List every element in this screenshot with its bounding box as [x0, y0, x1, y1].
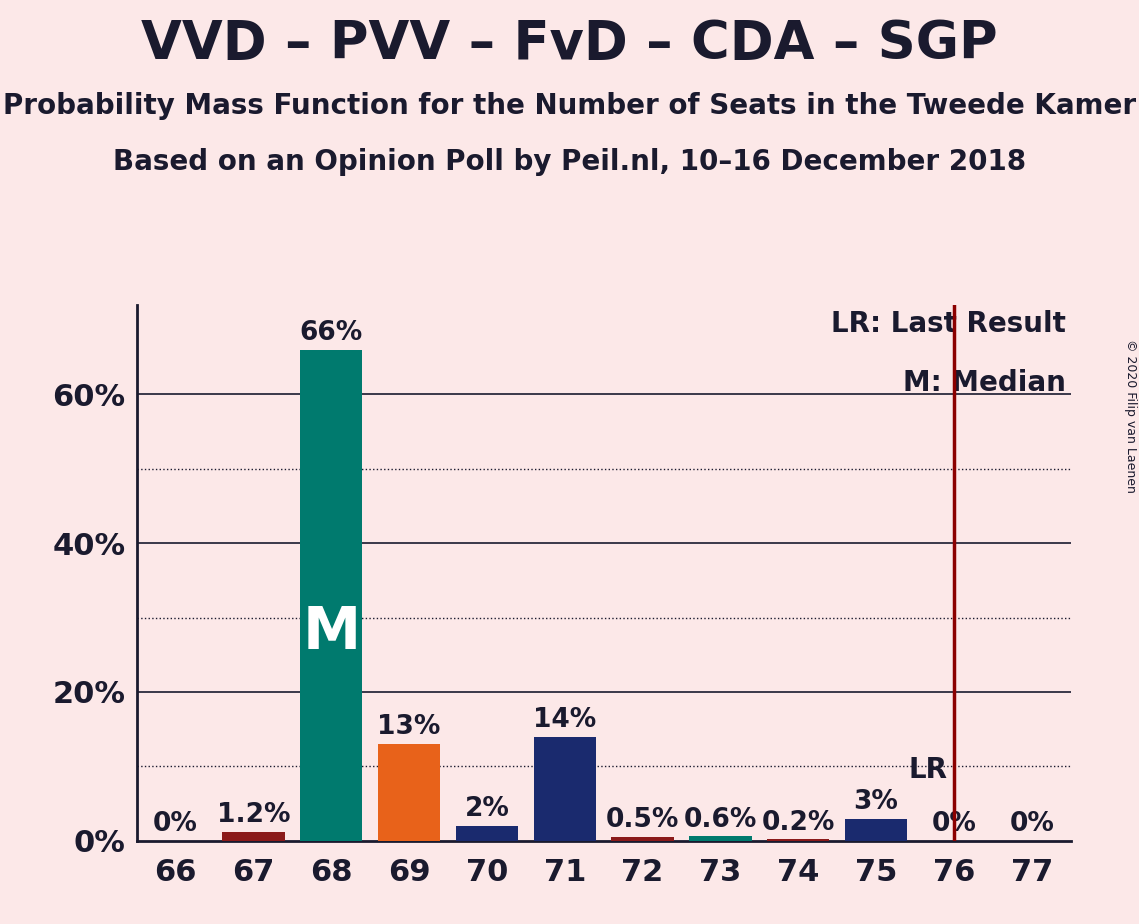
Text: M: Median: M: Median: [903, 370, 1066, 397]
Bar: [689, 836, 752, 841]
Text: 2%: 2%: [465, 796, 509, 822]
Text: Probability Mass Function for the Number of Seats in the Tweede Kamer: Probability Mass Function for the Number…: [3, 92, 1136, 120]
Text: 66%: 66%: [300, 320, 363, 346]
Text: M: M: [302, 604, 360, 661]
Bar: [456, 826, 518, 841]
Text: 0%: 0%: [932, 811, 976, 837]
Text: 3%: 3%: [853, 789, 899, 815]
Text: 14%: 14%: [533, 707, 597, 733]
Text: 0%: 0%: [1009, 811, 1055, 837]
Text: 0.5%: 0.5%: [606, 808, 679, 833]
Text: LR: Last Result: LR: Last Result: [831, 310, 1066, 338]
Bar: [378, 744, 441, 841]
Text: 0%: 0%: [153, 811, 198, 837]
Bar: [301, 349, 362, 841]
Text: 0.6%: 0.6%: [683, 807, 757, 833]
Bar: [222, 832, 285, 841]
Bar: [612, 837, 674, 841]
Text: © 2020 Filip van Laenen: © 2020 Filip van Laenen: [1124, 339, 1137, 492]
Text: 13%: 13%: [377, 714, 441, 740]
Text: 1.2%: 1.2%: [216, 802, 290, 828]
Text: LR: LR: [909, 756, 948, 784]
Bar: [768, 839, 829, 841]
Bar: [534, 736, 596, 841]
Bar: [845, 819, 908, 841]
Text: Based on an Opinion Poll by Peil.nl, 10–16 December 2018: Based on an Opinion Poll by Peil.nl, 10–…: [113, 148, 1026, 176]
Text: 0.2%: 0.2%: [762, 809, 835, 835]
Text: VVD – PVV – FvD – CDA – SGP: VVD – PVV – FvD – CDA – SGP: [141, 18, 998, 70]
